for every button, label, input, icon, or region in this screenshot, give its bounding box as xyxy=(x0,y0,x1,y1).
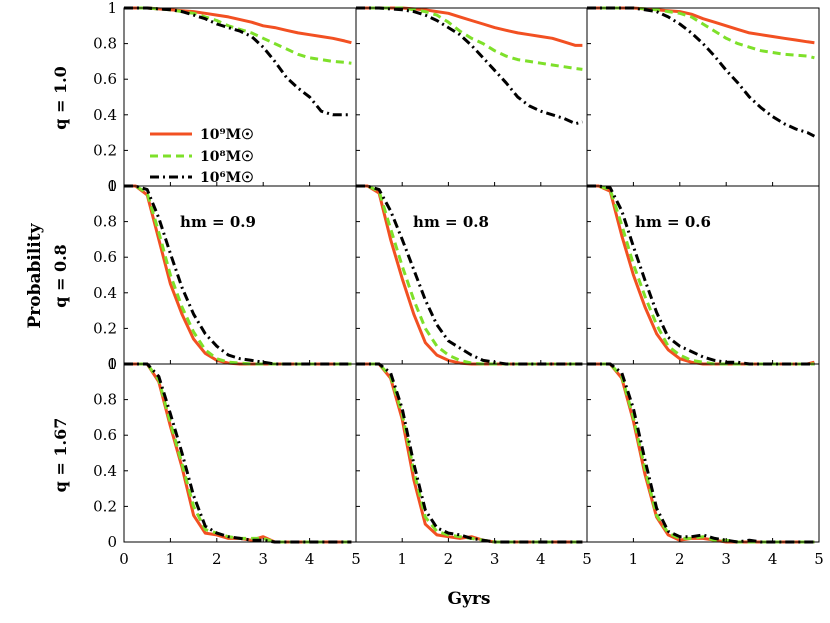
series-line-2 xyxy=(124,184,352,366)
panel-frame xyxy=(123,363,357,543)
y-tick-label: 0.8 xyxy=(93,391,117,409)
series-line-0 xyxy=(124,362,352,544)
x-tick-label: 5 xyxy=(814,550,824,568)
y-tick-label: 1 xyxy=(107,0,117,17)
panel-r0-c2 xyxy=(586,6,820,187)
y-tick-label: 0.8 xyxy=(93,35,117,53)
x-tick-label: 4 xyxy=(768,550,778,568)
panel-r2-c2 xyxy=(586,362,820,544)
row-label-q-0-8: q = 0.8 xyxy=(51,244,70,308)
panel-r0-c0 xyxy=(123,6,357,187)
x-tick-label: 3 xyxy=(721,550,731,568)
series-line-1 xyxy=(124,184,352,366)
series-line-2 xyxy=(587,362,815,544)
x-tick-label: 4 xyxy=(305,550,315,568)
y-tick-label: 1 xyxy=(107,355,117,373)
panel-grid: 00.20.40.60.8100.20.40.60.8100.20.40.60.… xyxy=(93,0,824,568)
series-line-2 xyxy=(356,184,583,366)
y-tick-label: 0.2 xyxy=(93,319,117,337)
figure-labels: Gyrs Probability q = 1.0 q = 0.8 q = 1.6… xyxy=(25,66,490,609)
y-tick-label: 1 xyxy=(107,177,117,195)
series-line-0 xyxy=(124,6,352,45)
x-tick-label: 1 xyxy=(166,550,176,568)
x-tick-label: 4 xyxy=(536,550,546,568)
series-line-0 xyxy=(587,6,815,45)
col-label-hm-0: hm = 0.9 xyxy=(180,213,256,231)
y-tick-label: 0 xyxy=(107,533,117,551)
x-tick-label: 2 xyxy=(212,550,222,568)
series-line-1 xyxy=(124,6,352,65)
y-tick-label: 0 xyxy=(107,355,117,373)
y-tick-label: 0.6 xyxy=(93,426,117,444)
series-line-2 xyxy=(356,6,583,126)
y-tick-label: 0.2 xyxy=(93,141,117,159)
series-line-0 xyxy=(356,6,583,47)
y-tick-label: 0.4 xyxy=(93,462,117,480)
row-label-q-1-0: q = 1.0 xyxy=(51,66,70,130)
panel-frame xyxy=(586,7,820,187)
legend-label-1: 10⁸M☉ xyxy=(200,149,254,165)
y-tick-label: 0 xyxy=(107,177,117,195)
series-line-0 xyxy=(356,362,583,544)
x-tick-label: 3 xyxy=(490,550,500,568)
y-tick-label: 0.6 xyxy=(93,248,117,266)
series-line-1 xyxy=(356,6,583,71)
panel-r0-c1 xyxy=(355,6,588,187)
y-tick-label: 0.6 xyxy=(93,70,117,88)
y-tick-label: 0.4 xyxy=(93,106,117,124)
col-label-hm-1: hm = 0.8 xyxy=(413,213,489,231)
panel-r2-c0 xyxy=(123,362,357,544)
series-line-1 xyxy=(356,362,583,544)
series-line-2 xyxy=(356,362,583,544)
x-axis-label: Gyrs xyxy=(448,589,491,609)
series-line-1 xyxy=(587,6,815,60)
series-line-2 xyxy=(124,6,352,117)
series-line-2 xyxy=(124,362,352,544)
series-line-1 xyxy=(124,362,352,544)
x-tick-label: 2 xyxy=(444,550,454,568)
row-label-q-1-67: q = 1.67 xyxy=(51,418,70,493)
series-line-2 xyxy=(587,184,815,366)
legend: 10⁹M☉ 10⁸M☉ 10⁶M☉ xyxy=(150,127,254,186)
panel-frame xyxy=(355,363,588,543)
panel-frame xyxy=(355,7,588,187)
y-tick-label: 0.8 xyxy=(93,213,117,231)
x-tick-label: 3 xyxy=(258,550,268,568)
y-tick-label: 0.2 xyxy=(93,497,117,515)
panel-frame xyxy=(586,363,820,543)
x-tick-label: 2 xyxy=(675,550,685,568)
y-tick-label: 0.4 xyxy=(93,284,117,302)
legend-label-2: 10⁶M☉ xyxy=(200,170,254,186)
legend-label-0: 10⁹M☉ xyxy=(200,127,254,143)
series-line-1 xyxy=(587,362,815,544)
col-label-hm-2: hm = 0.6 xyxy=(635,213,711,231)
series-line-0 xyxy=(587,362,815,544)
panel-r2-c1 xyxy=(355,362,588,544)
x-tick-label: 5 xyxy=(351,550,361,568)
x-tick-label: 1 xyxy=(397,550,407,568)
x-tick-label: 0 xyxy=(119,550,129,568)
x-tick-label: 5 xyxy=(582,550,592,568)
y-axis-label: Probability xyxy=(25,222,45,328)
x-tick-label: 1 xyxy=(629,550,639,568)
series-line-2 xyxy=(587,6,816,138)
